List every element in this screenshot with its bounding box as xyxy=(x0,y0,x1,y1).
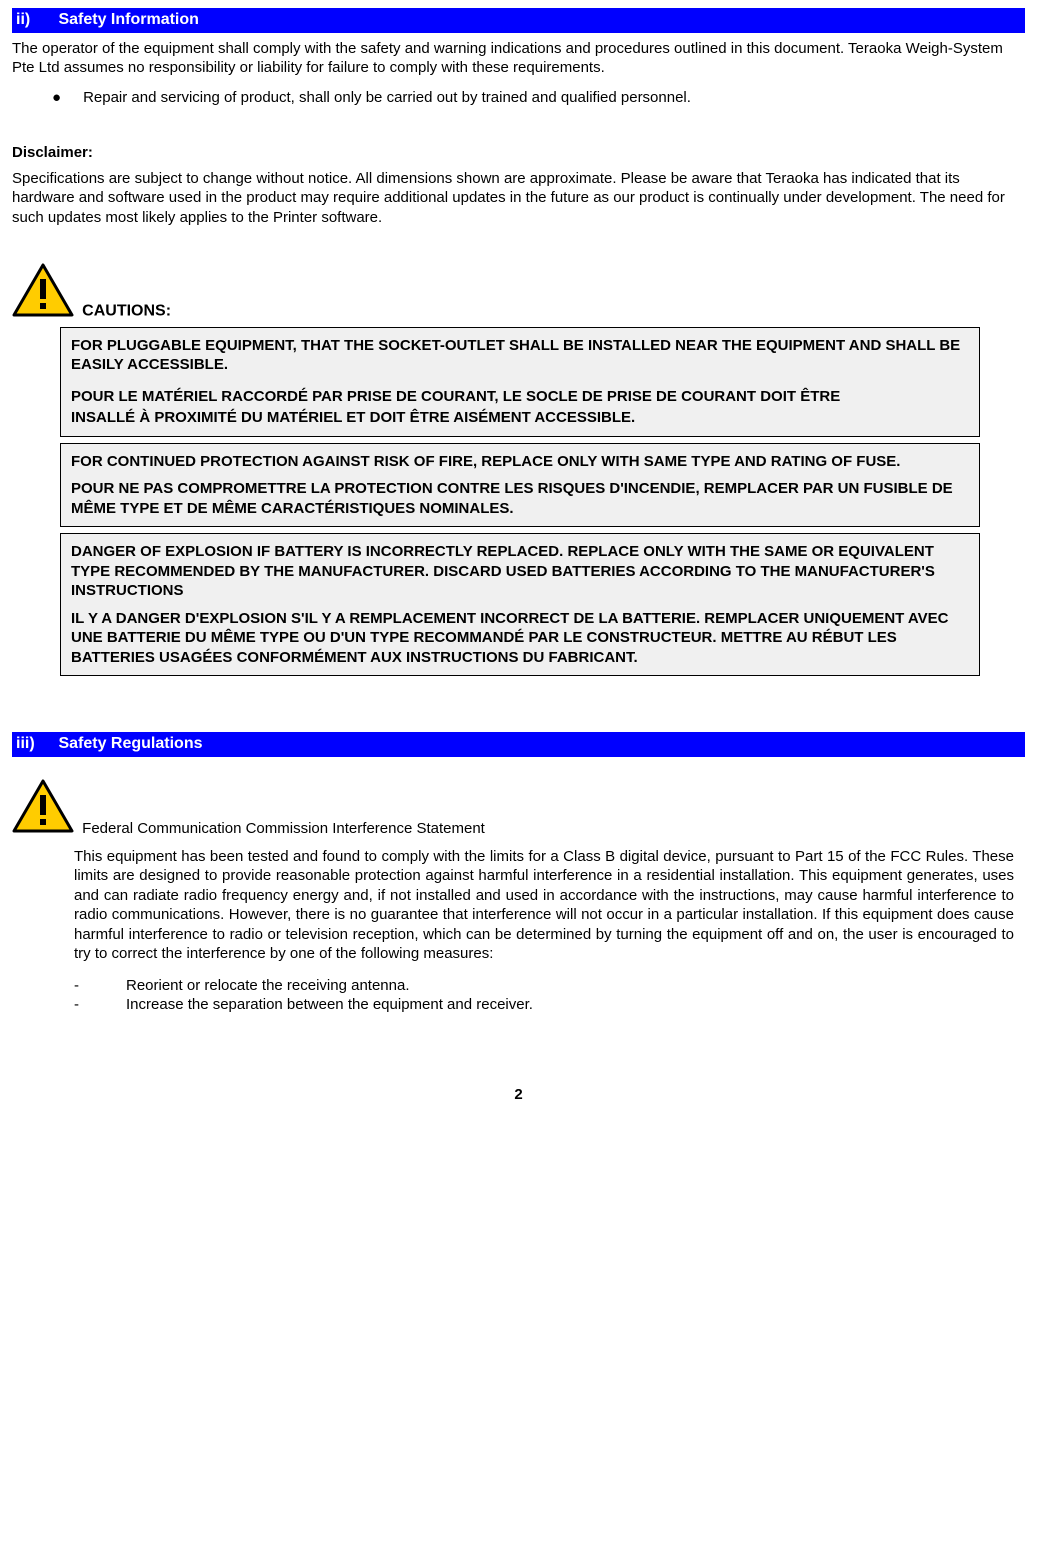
section-iii-title: Safety Regulations xyxy=(58,735,202,752)
section-iii-num: iii) xyxy=(16,734,54,755)
caution-box-3: DANGER OF EXPLOSION IF BATTERY IS INCORR… xyxy=(60,533,980,676)
disclaimer-body: Specifications are subject to change wit… xyxy=(12,169,1025,228)
cautions-heading-row: CAUTIONS: xyxy=(12,263,1025,323)
caution-box-1: FOR PLUGGABLE EQUIPMENT, THAT THE SOCKET… xyxy=(60,327,980,437)
caution1-fr2: INSALLÉ À PROXIMITÉ DU MATÉRIEL ET DOIT … xyxy=(71,408,969,428)
dash-icon: - xyxy=(74,976,126,996)
caution1-en: FOR PLUGGABLE EQUIPMENT, THAT THE SOCKET… xyxy=(71,336,969,375)
dash-icon: - xyxy=(74,995,126,1015)
bullet-text: Repair and servicing of product, shall o… xyxy=(83,88,691,108)
section-ii-header: ii) Safety Information xyxy=(12,8,1025,33)
caution1-fr1: POUR LE MATÉRIEL RACCORDÉ PAR PRISE DE C… xyxy=(71,387,969,407)
warning-triangle-icon xyxy=(12,779,74,839)
section-ii-title: Safety Information xyxy=(58,11,198,28)
section-ii-num: ii) xyxy=(16,10,54,31)
list-item: - Increase the separation between the eq… xyxy=(74,995,1025,1015)
list-item: - Reorient or relocate the receiving ant… xyxy=(74,976,1025,996)
bullet-item: ● Repair and servicing of product, shall… xyxy=(52,88,1025,108)
bullet-dot-icon: ● xyxy=(52,90,61,108)
caution2-fr: POUR NE PAS COMPROMETTRE LA PROTECTION C… xyxy=(71,479,969,518)
caution2-en: FOR CONTINUED PROTECTION AGAINST RISK OF… xyxy=(71,452,969,472)
cautions-label: CAUTIONS: xyxy=(82,303,171,320)
caution3-fr: IL Y A DANGER D'EXPLOSION S'IL Y A REMPL… xyxy=(71,609,969,668)
warning-triangle-icon xyxy=(12,263,74,323)
fcc-measures-list: - Reorient or relocate the receiving ant… xyxy=(74,976,1025,1015)
section-iii-header: iii) Safety Regulations xyxy=(12,732,1025,757)
fcc-heading-row: Federal Communication Commission Interfe… xyxy=(12,779,1025,839)
fcc-heading: Federal Communication Commission Interfe… xyxy=(82,820,485,837)
fcc-body: This equipment has been tested and found… xyxy=(74,847,1014,964)
disclaimer-heading: Disclaimer: xyxy=(12,143,1025,163)
page-number: 2 xyxy=(12,1085,1025,1105)
dash-text: Increase the separation between the equi… xyxy=(126,995,533,1015)
dash-text: Reorient or relocate the receiving anten… xyxy=(126,976,410,996)
caution-box-2: FOR CONTINUED PROTECTION AGAINST RISK OF… xyxy=(60,443,980,528)
intro-paragraph: The operator of the equipment shall comp… xyxy=(12,39,1025,78)
caution3-en: DANGER OF EXPLOSION IF BATTERY IS INCORR… xyxy=(71,542,969,601)
